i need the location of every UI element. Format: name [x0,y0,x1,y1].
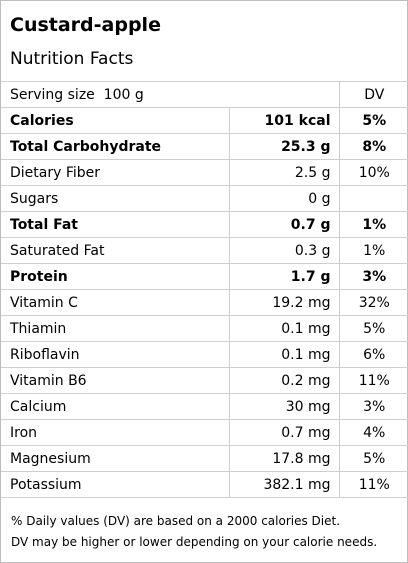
footnote: % Daily values (DV) are based on a 2000 … [11,511,377,553]
nutrient-amount: 19.2 mg [228,289,340,316]
nutrient-dv: 1% [338,211,408,238]
nutrient-amount: 25.3 g [228,133,340,160]
nutrient-dv: 3% [338,393,408,420]
nutrient-name: Total Carbohydrate [1,133,230,160]
nutrient-amount: 0.7 g [228,211,340,238]
nutrient-amount: 30 mg [228,393,340,420]
nutrient-amount: 0.2 mg [228,367,340,394]
nutrient-row: Magnesium 17.8 mg 5% [1,445,408,472]
footnote-line-2: DV may be higher or lower depending on y… [11,535,378,549]
nutrient-dv: 11% [338,471,408,498]
nutrient-dv [338,185,408,212]
nutrient-row: Iron 0.7 mg 4% [1,419,408,446]
nutrient-row: Dietary Fiber 2.5 g 10% [1,159,408,186]
nutrient-row: Calcium 30 mg 3% [1,393,408,420]
nutrient-name: Iron [1,419,230,446]
nutrient-name: Potassium [1,471,230,498]
nutrition-facts-subtitle: Nutrition Facts [10,49,134,69]
nutrient-name: Calories [1,107,230,134]
nutrient-dv: 6% [338,341,408,368]
nutrient-name: Total Fat [1,211,230,238]
nutrient-dv: 32% [338,289,408,316]
nutrient-name: Calcium [1,393,230,420]
nutrient-name: Saturated Fat [1,237,230,264]
nutrient-row: Saturated Fat 0.3 g 1% [1,237,408,264]
nutrition-table: Serving size 100 g DV Calories 101 kcal 5%… [1,81,408,498]
nutrient-row: Sugars 0 g [1,185,408,212]
dv-header: DV [338,81,408,108]
nutrient-row: Potassium 382.1 mg 11% [1,471,408,498]
footnote-line-1: % Daily values (DV) are based on a 2000 … [11,514,341,528]
serving-size: Serving size 100 g [1,81,340,108]
nutrient-name: Riboflavin [1,341,230,368]
nutrient-name: Magnesium [1,445,230,472]
nutrient-dv: 5% [338,445,408,472]
food-title: Custard-apple [10,14,161,36]
nutrient-row: Vitamin B6 0.2 mg 11% [1,367,408,394]
nutrient-amount: 0.7 mg [228,419,340,446]
nutrient-row: Total Carbohydrate 25.3 g 8% [1,133,408,160]
nutrient-amount: 2.5 g [228,159,340,186]
nutrition-table-body: Serving size 100 g DV Calories 101 kcal 5%… [1,81,408,498]
nutrient-amount: 0.1 mg [228,315,340,342]
nutrient-dv: 5% [338,107,408,134]
nutrient-dv: 4% [338,419,408,446]
nutrient-row: Total Fat 0.7 g 1% [1,211,408,238]
nutrient-row: Riboflavin 0.1 mg 6% [1,341,408,368]
nutrient-amount: 0 g [228,185,340,212]
nutrient-dv: 5% [338,315,408,342]
serving-row: Serving size 100 g DV [1,81,408,108]
nutrient-name: Sugars [1,185,230,212]
nutrient-amount: 0.1 mg [228,341,340,368]
nutrient-amount: 1.7 g [228,263,340,290]
nutrient-amount: 17.8 mg [228,445,340,472]
nutrient-row: Vitamin C 19.2 mg 32% [1,289,408,316]
nutrient-dv: 1% [338,237,408,264]
nutrient-name: Dietary Fiber [1,159,230,186]
nutrient-name: Protein [1,263,230,290]
nutrient-row: Thiamin 0.1 mg 5% [1,315,408,342]
nutrient-row: Protein 1.7 g 3% [1,263,408,290]
nutrient-amount: 382.1 mg [228,471,340,498]
nutrient-amount: 101 kcal [228,107,340,134]
nutrient-name: Vitamin B6 [1,367,230,394]
nutrient-dv: 11% [338,367,408,394]
nutrient-dv: 3% [338,263,408,290]
nutrient-row: Calories 101 kcal 5% [1,107,408,134]
nutrient-dv: 10% [338,159,408,186]
nutrient-name: Thiamin [1,315,230,342]
nutrient-amount: 0.3 g [228,237,340,264]
nutrient-dv: 8% [338,133,408,160]
nutrient-name: Vitamin C [1,289,230,316]
